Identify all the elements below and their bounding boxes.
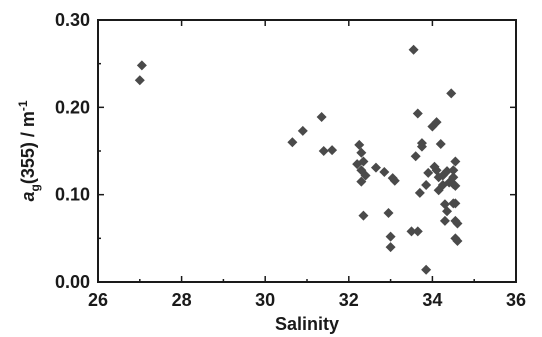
y-tick-label: 0.20	[55, 97, 90, 117]
data-point	[383, 208, 394, 219]
data-point	[385, 231, 396, 242]
data-point	[448, 172, 459, 183]
data-point	[385, 242, 396, 253]
data-point	[421, 180, 432, 191]
data-point	[134, 75, 145, 86]
axis-ticks	[97, 19, 517, 283]
data-point	[439, 215, 450, 226]
x-tick-label: 28	[172, 290, 192, 310]
y-tick-labels: 0.00 0.10 0.20 0.30	[55, 10, 90, 292]
data-point	[354, 139, 365, 150]
data-point	[452, 218, 463, 229]
y-axis-title-sub: g	[28, 184, 42, 191]
x-tick-label: 26	[88, 290, 108, 310]
data-point	[136, 60, 147, 71]
data-point	[450, 156, 461, 167]
y-axis-title-main: a	[18, 192, 38, 202]
data-point	[408, 44, 419, 55]
data-point	[448, 165, 459, 176]
x-axis-title: Salinity	[275, 314, 339, 334]
data-point	[389, 175, 400, 186]
data-point	[446, 88, 457, 99]
x-tick-label: 36	[506, 290, 526, 310]
data-point	[412, 226, 423, 237]
data-points	[134, 44, 463, 275]
data-point	[356, 176, 367, 187]
y-tick-label: 0.30	[55, 10, 90, 30]
x-tick-label: 32	[339, 290, 359, 310]
data-point	[327, 145, 338, 156]
data-point	[379, 166, 390, 177]
data-point	[297, 125, 308, 136]
data-point	[358, 210, 369, 221]
x-tick-label: 34	[422, 290, 442, 310]
y-tick-label: 0.00	[55, 272, 90, 292]
y-axis-title-rest: (355) / m	[18, 111, 38, 184]
data-point	[410, 151, 421, 162]
y-axis-title: ag(355) / m-1	[16, 100, 42, 201]
data-point	[356, 147, 367, 158]
data-point	[287, 137, 298, 148]
plot-frame	[97, 19, 517, 283]
data-point	[435, 139, 446, 150]
data-point	[421, 264, 432, 275]
data-point	[358, 156, 369, 167]
data-point	[370, 162, 381, 173]
data-point	[412, 108, 423, 119]
data-point	[414, 187, 425, 198]
data-point	[316, 111, 327, 122]
data-point	[442, 166, 453, 177]
data-point	[450, 180, 461, 191]
data-point	[450, 198, 461, 209]
data-point	[442, 206, 453, 217]
data-point	[423, 167, 434, 178]
data-point	[452, 235, 463, 246]
y-tick-label: 0.10	[55, 185, 90, 205]
data-point	[431, 117, 442, 128]
data-point	[416, 138, 427, 149]
data-point	[406, 226, 417, 237]
y-axis-title-sup: -1	[16, 100, 30, 111]
data-point	[360, 170, 371, 181]
data-point	[318, 146, 329, 156]
x-tick-labels: 26 28 30 32 34 36	[88, 290, 526, 310]
x-tick-label: 30	[255, 290, 275, 310]
